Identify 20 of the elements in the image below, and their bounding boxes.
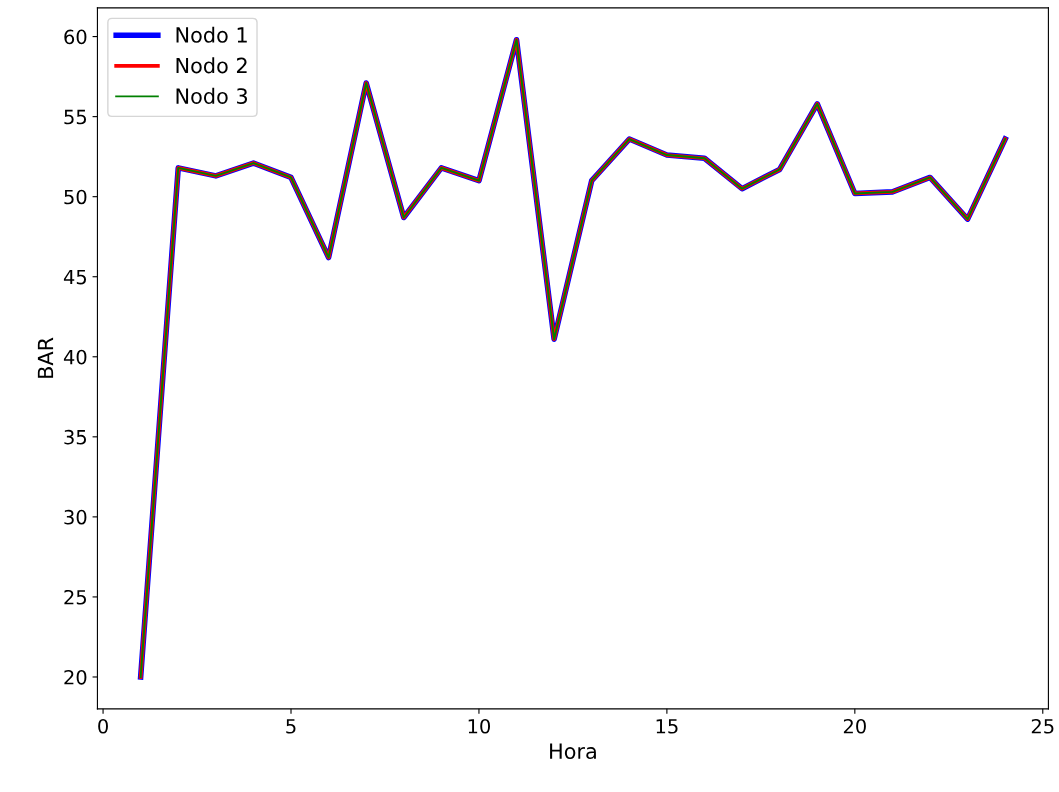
x-tick-label: 25	[1031, 718, 1054, 734]
x-tick-label: 15	[656, 719, 678, 734]
x-tick-label: 20	[843, 718, 866, 734]
y-tick-label: 45	[63, 269, 87, 285]
x-tick-label: 10	[468, 718, 491, 734]
legend-label: Nodo 1	[176, 26, 247, 43]
y-tick-label: 50	[64, 189, 87, 205]
legend-label: Nodo 3	[176, 87, 248, 104]
y-tick-label: 40	[63, 349, 87, 365]
x-tick-label: 5	[286, 719, 296, 734]
x-tick-label: 0	[98, 718, 108, 734]
y-tick-label: 60	[64, 29, 87, 45]
legend-label: Nodo 2	[176, 57, 247, 74]
y-tick-label: 35	[64, 429, 87, 445]
y-axis-title: BAR	[37, 337, 54, 378]
x-axis-title: Hora	[550, 743, 596, 760]
y-tick-label: 20	[64, 669, 87, 685]
y-tick-label: 30	[64, 509, 87, 525]
y-tick-label: 25	[64, 589, 87, 605]
y-tick-label: 55	[64, 109, 87, 125]
